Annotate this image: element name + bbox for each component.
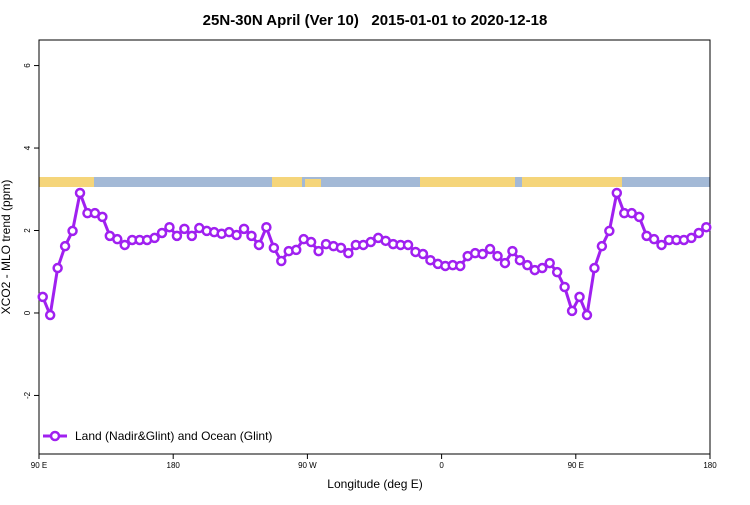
data-point: [290, 244, 302, 256]
data-point: [52, 262, 63, 274]
data-point: [484, 243, 496, 255]
data-point: [238, 223, 250, 235]
data-point: [246, 230, 257, 242]
data-point: [633, 211, 645, 223]
data-point: [59, 240, 71, 252]
data-point: [648, 233, 660, 245]
data-point: [686, 232, 697, 244]
x-tick-label: 180: [703, 461, 717, 470]
data-point: [37, 291, 48, 303]
data-point: [589, 262, 600, 274]
data-point: [559, 281, 570, 293]
chart-title: 25N-30N April (Ver 10) 2015-01-01 to 202…: [203, 12, 548, 29]
data-point: [164, 221, 175, 233]
data-point: [67, 225, 78, 237]
data-point: [261, 221, 272, 233]
data-point: [97, 211, 108, 223]
x-tick-label: 180: [167, 461, 181, 470]
data-point: [276, 255, 287, 267]
data-point: [149, 232, 160, 244]
data-point: [402, 239, 414, 251]
y-axis-label: XCO2 - MLO trend (ppm): [0, 180, 13, 315]
data-point: [574, 291, 585, 303]
data-point: [253, 239, 265, 251]
data-point: [544, 257, 555, 269]
data-point: [305, 236, 317, 248]
data-point: [335, 242, 347, 254]
data-point: [611, 187, 623, 199]
x-tick-label: 90 E: [568, 461, 584, 470]
plot-frame: [38, 39, 711, 455]
y-tick-label: -2: [23, 391, 32, 399]
x-tick-label: 90 E: [31, 461, 47, 470]
y-tick-label: 4: [23, 145, 32, 150]
data-point: [551, 266, 563, 278]
y-tick-label: 6: [23, 63, 32, 68]
data-point: [537, 262, 548, 274]
data-point: [171, 230, 183, 242]
data-point: [604, 225, 615, 237]
data-point: [693, 227, 705, 239]
data-point: [313, 245, 324, 257]
x-axis-label: Longitude (deg E): [327, 477, 422, 491]
y-tick-label: 2: [23, 228, 32, 233]
y-tick-label: 0: [23, 310, 32, 315]
data-point: [492, 250, 503, 262]
data-point: [454, 260, 466, 272]
data-point: [179, 223, 190, 235]
data-point: [417, 248, 429, 260]
legend-marker: [49, 430, 61, 442]
data-point: [566, 305, 578, 317]
data-point: [112, 233, 123, 245]
x-tick-label: 90 W: [298, 461, 317, 470]
data-point: [343, 247, 354, 259]
data-point: [514, 254, 526, 266]
data-point: [477, 248, 488, 260]
data-point: [507, 245, 518, 257]
data-point: [365, 236, 377, 248]
data-point: [186, 230, 198, 242]
series-line: [41, 191, 708, 317]
data-point: [522, 259, 533, 271]
data-point: [581, 309, 593, 321]
data-point: [701, 221, 712, 233]
legend-label: Land (Nadir&Glint) and Ocean (Glint): [75, 429, 272, 443]
data-point: [231, 229, 242, 241]
x-tick-label: 0: [439, 461, 444, 470]
data-point: [499, 257, 511, 269]
data-point: [268, 242, 280, 254]
data-point: [119, 239, 130, 251]
data-point: [156, 227, 168, 239]
map-strip: [39, 177, 710, 187]
data-point: [44, 309, 56, 321]
data-point: [596, 240, 608, 252]
legend: Land (Nadir&Glint) and Ocean (Glint): [43, 429, 272, 443]
data-point: [656, 239, 667, 251]
data-point: [74, 187, 86, 199]
